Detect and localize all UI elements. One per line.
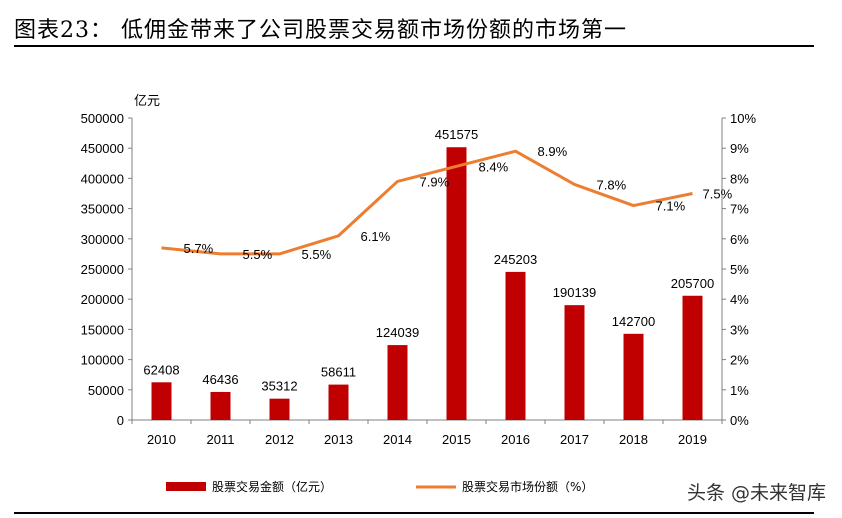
x-tick-label: 2010 [147, 432, 176, 447]
x-tick-label: 2015 [442, 432, 471, 447]
bar-value-label: 58611 [321, 365, 356, 380]
left-tick-label: 350000 [81, 202, 124, 217]
bar-value-label: 35312 [261, 379, 297, 394]
left-tick-label: 400000 [81, 171, 124, 186]
line-value-label: 7.5% [703, 187, 733, 202]
line-value-label: 6.1% [361, 229, 391, 244]
legend-bar-label: 股票交易金额（亿元） [212, 479, 332, 494]
bar [446, 147, 467, 420]
bar-value-label: 245203 [494, 252, 537, 267]
right-tick-label: 8% [730, 171, 749, 186]
bar [505, 271, 526, 420]
share-line [161, 149, 693, 256]
bottom-rule [14, 512, 814, 514]
x-tick-label: 2011 [207, 432, 235, 447]
x-tick-label: 2012 [265, 432, 294, 447]
bar [564, 305, 585, 420]
legend-line-label: 股票交易市场份额（%） [462, 479, 593, 494]
left-tick-label: 250000 [81, 262, 124, 277]
bar [210, 391, 231, 420]
bar-value-label: 62408 [143, 362, 179, 377]
bar [269, 398, 290, 420]
x-tick-label: 2018 [619, 432, 648, 447]
x-tick-label: 2016 [501, 432, 530, 447]
left-tick-label: 50000 [88, 383, 124, 398]
bar [623, 333, 644, 420]
right-tick-label: 9% [730, 141, 749, 156]
bar-value-label: 142700 [612, 314, 655, 329]
left-tick-label: 500000 [81, 111, 124, 126]
left-axis-unit-label: 亿元 [134, 93, 160, 108]
left-tick-label: 450000 [81, 141, 124, 156]
line-value-label: 5.7% [184, 241, 214, 256]
right-tick-label: 2% [730, 353, 749, 368]
x-tick-label: 2017 [560, 432, 589, 447]
x-tick-label: 2014 [383, 432, 412, 447]
bar-value-label: 46436 [202, 372, 238, 387]
line-value-label: 7.1% [656, 199, 686, 214]
left-tick-label: 300000 [81, 232, 124, 247]
left-tick-label: 200000 [81, 292, 124, 307]
line-value-label: 8.9% [538, 144, 568, 159]
right-tick-label: 6% [730, 232, 749, 247]
line-value-label: 5.5% [302, 247, 332, 262]
chart-title: 图表23： 低佣金带来了公司股票交易额市场份额的市场第一 [14, 18, 627, 43]
bar-value-label: 190139 [553, 285, 596, 300]
right-tick-label: 0% [730, 413, 749, 428]
line-value-label: 5.5% [243, 247, 273, 262]
right-tick-label: 10% [730, 111, 756, 126]
right-tick-label: 3% [730, 322, 749, 337]
bar [682, 295, 703, 420]
left-tick-label: 150000 [81, 322, 124, 337]
watermark: 头条 @未来智库 [686, 482, 826, 504]
legend-bar-swatch [166, 482, 206, 491]
bar [387, 345, 408, 420]
bar-value-label: 451575 [435, 127, 478, 142]
right-tick-label: 5% [730, 262, 749, 277]
bar-value-label: 124039 [376, 325, 419, 340]
line-value-label: 7.8% [597, 177, 627, 192]
x-tick-label: 2013 [324, 432, 353, 447]
x-tick-label: 2019 [678, 432, 707, 447]
bar [151, 382, 172, 420]
line-value-label: 8.4% [479, 159, 509, 174]
right-tick-label: 4% [730, 292, 749, 307]
line-value-label: 7.9% [420, 174, 450, 189]
left-tick-label: 0 [117, 413, 124, 428]
bar-value-label: 205700 [671, 276, 714, 291]
right-tick-label: 7% [730, 202, 749, 217]
title-rule [14, 45, 814, 47]
right-tick-label: 1% [730, 383, 749, 398]
bar [328, 384, 349, 420]
left-tick-label: 100000 [81, 353, 124, 368]
